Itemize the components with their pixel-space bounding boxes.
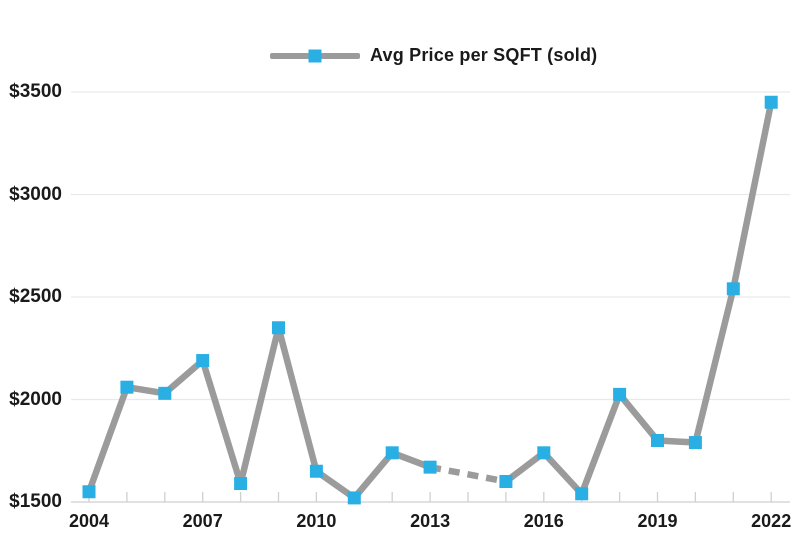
data-point-marker	[499, 475, 513, 488]
price-line-segment	[578, 393, 623, 495]
data-point-marker	[272, 321, 285, 335]
legend: Avg Price per SQFT (sold)	[270, 45, 597, 66]
legend-line-sample	[270, 49, 360, 62]
x-axis-label: 2004	[68, 511, 110, 531]
x-axis-label: 2022	[751, 511, 792, 531]
price-line-segment	[692, 288, 737, 444]
price-line-segment	[85, 386, 130, 493]
x-axis-label: 2010	[296, 511, 337, 531]
data-point-marker	[726, 282, 740, 296]
x-axis-label: 2016	[523, 511, 564, 531]
data-point-marker	[423, 460, 437, 474]
data-point-marker	[347, 491, 361, 505]
data-point-marker	[688, 436, 702, 450]
price-line-segment	[199, 359, 244, 485]
y-axis-label: $1500	[9, 491, 62, 512]
price-line-segment	[237, 326, 282, 485]
price-line-segment	[275, 326, 320, 473]
data-point-marker	[651, 434, 664, 447]
legend-marker-square-icon	[308, 49, 322, 62]
price-line-segment	[541, 450, 585, 497]
y-axis-label: $2500	[9, 286, 62, 307]
data-point-marker	[120, 380, 134, 394]
data-point-marker	[234, 477, 248, 491]
x-axis-label: 2007	[182, 511, 223, 531]
data-point-marker	[82, 485, 96, 499]
price-line-segment	[617, 392, 661, 443]
data-point-marker	[613, 387, 627, 401]
data-point-marker	[309, 464, 323, 478]
y-axis-label: $2000	[9, 388, 62, 410]
price-line-segment	[730, 101, 775, 290]
data-point-marker	[764, 95, 778, 109]
data-point-marker	[537, 446, 551, 460]
y-axis-label: $3000	[9, 183, 62, 205]
legend-label: Avg Price per SQFT (sold)	[370, 45, 598, 65]
data-point-marker	[575, 487, 589, 501]
x-axis-label: 2019	[637, 511, 678, 531]
price-line-dashed-segment	[429, 463, 507, 485]
data-point-marker	[158, 386, 172, 400]
data-point-marker	[385, 446, 399, 460]
data-point-marker	[196, 354, 210, 368]
x-axis-label: 2013	[410, 511, 451, 531]
y-axis-label: $3500	[9, 81, 62, 102]
price-line-segment	[351, 450, 395, 500]
